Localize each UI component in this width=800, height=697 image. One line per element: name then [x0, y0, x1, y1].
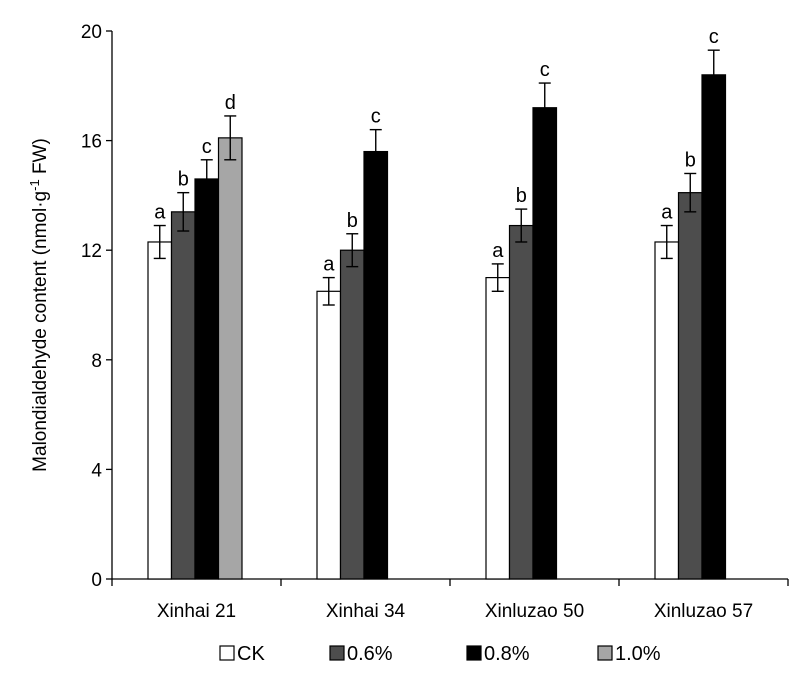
significance-letter: b — [178, 169, 189, 191]
category-label: Xinluzao 57 — [654, 601, 753, 622]
y-tick-label: 20 — [81, 22, 102, 43]
chart-labels: Xinhai 21 Xinhai 34 Xinluzao 50 Xinluzao 57… — [154, 26, 753, 622]
significance-letter: a — [323, 254, 335, 276]
y-axis-label-superscript: -1 — [27, 179, 42, 191]
significance-letter: d — [225, 92, 236, 114]
legend-swatch — [219, 645, 235, 661]
legend-swatch — [597, 645, 613, 661]
category-label: Xinhai 34 — [326, 601, 406, 622]
bar — [654, 241, 680, 580]
bar — [677, 192, 703, 580]
bar — [339, 249, 365, 580]
y-tick-label: 16 — [81, 132, 102, 153]
bar — [363, 150, 389, 580]
bar — [701, 74, 727, 580]
y-tick-label: 4 — [91, 460, 102, 481]
y-axis-label-suffix: FW) — [30, 138, 51, 179]
bar — [170, 211, 196, 580]
significance-letter: b — [685, 149, 696, 171]
significance-letter: c — [540, 59, 550, 81]
legend-label: CK — [237, 643, 265, 665]
legend-label: 0.6% — [347, 643, 393, 665]
bar — [485, 277, 511, 580]
bar — [147, 241, 173, 580]
category-label: Xinhai 21 — [157, 601, 236, 622]
y-tick-label: 8 — [91, 351, 102, 372]
bar — [508, 224, 534, 580]
significance-letter: a — [154, 202, 166, 224]
significance-letter: a — [492, 240, 504, 262]
y-axis-label: Malondialdehyde content (nmol·g-1 FW) — [27, 138, 51, 472]
chart-bars — [147, 49, 727, 580]
category-label: Xinluzao 50 — [485, 601, 584, 622]
y-tick-label: 12 — [81, 241, 102, 262]
significance-letter: c — [202, 136, 212, 158]
significance-letter: b — [347, 210, 358, 232]
y-axis-label-prefix: Malondialdehyde content (nmol·g — [30, 191, 51, 472]
bar — [316, 290, 342, 580]
significance-letter: c — [371, 106, 381, 128]
bar — [217, 137, 243, 580]
legend-swatch — [466, 645, 482, 661]
chart-legend: CK 0.6% 0.8% 1.0% — [219, 643, 661, 665]
legend-label: 0.8% — [484, 643, 530, 665]
significance-letter: c — [709, 26, 719, 48]
bar — [194, 178, 220, 580]
bar — [532, 107, 558, 580]
y-tick-label: 0 — [91, 570, 102, 591]
legend-swatch — [329, 645, 345, 661]
significance-letter: b — [516, 185, 527, 207]
legend-label: 1.0% — [615, 643, 661, 665]
significance-letter: a — [661, 202, 673, 224]
